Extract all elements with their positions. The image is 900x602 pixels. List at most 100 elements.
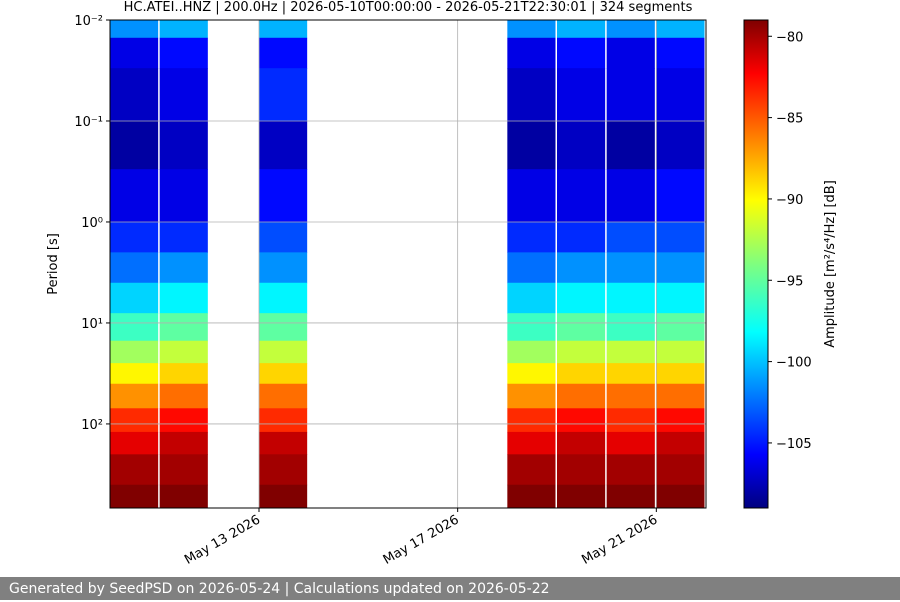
cell: [606, 431, 655, 455]
colorbar-label: Amplitude [m²/s⁴/Hz] [dB]: [823, 180, 838, 348]
cell: [259, 282, 308, 314]
cell: [656, 37, 705, 69]
cell: [259, 120, 308, 170]
cell: [507, 282, 556, 314]
cell: [259, 252, 308, 284]
cell: [159, 20, 208, 39]
cell: [507, 68, 556, 122]
cell: [110, 383, 159, 409]
cell: [557, 221, 606, 253]
cell: [259, 383, 308, 409]
cell: [259, 169, 308, 223]
cell: [159, 484, 208, 509]
cell: [110, 282, 159, 314]
cell: [606, 408, 655, 433]
cell: [606, 120, 655, 170]
cell: [259, 68, 308, 122]
y-axis-label: Period [s]: [46, 233, 61, 295]
cell: [656, 454, 705, 486]
cell: [110, 221, 159, 253]
cell: [110, 484, 159, 509]
cell: [110, 313, 159, 342]
cell: [656, 282, 705, 314]
cell: [557, 120, 606, 170]
cell: [656, 68, 705, 122]
y-tick-label: 10¹: [81, 317, 103, 332]
cell: [507, 340, 556, 364]
cell: [606, 383, 655, 409]
cell: [656, 383, 705, 409]
colorbar-tick-label: −105: [776, 437, 812, 452]
cell: [557, 282, 606, 314]
colorbar-tick-label: −85: [776, 112, 803, 127]
cell: [507, 313, 556, 342]
cell: [159, 408, 208, 433]
cell: [656, 408, 705, 433]
cell: [656, 340, 705, 364]
cell: [159, 282, 208, 314]
cell: [159, 454, 208, 486]
cell: [656, 252, 705, 284]
y-tick-label: 10⁻¹: [74, 115, 103, 130]
cell: [557, 313, 606, 342]
cell: [606, 340, 655, 364]
cell: [110, 252, 159, 284]
x-tick-label: May 13 2026: [182, 512, 263, 567]
cell: [606, 20, 655, 39]
cell: [557, 20, 606, 39]
cell: [259, 313, 308, 342]
colorbar-tick-label: −95: [776, 274, 803, 289]
cell: [507, 431, 556, 455]
cell: [259, 454, 308, 486]
cell: [159, 313, 208, 342]
cell: [606, 282, 655, 314]
cell: [159, 383, 208, 409]
cell: [159, 37, 208, 69]
cell: [656, 313, 705, 342]
cell: [507, 221, 556, 253]
colorbar-tick-label: −90: [776, 193, 803, 208]
cell: [656, 484, 705, 509]
cell: [259, 408, 308, 433]
cell: [507, 37, 556, 69]
cell: [507, 363, 556, 385]
cell: [557, 431, 606, 455]
cell: [656, 169, 705, 223]
cell: [606, 169, 655, 223]
cell: [110, 431, 159, 455]
cell: [656, 363, 705, 385]
cell: [557, 383, 606, 409]
y-tick-label: 10⁰: [81, 216, 103, 231]
cell: [110, 169, 159, 223]
cell: [507, 454, 556, 486]
cell: [507, 20, 556, 39]
cell: [159, 363, 208, 385]
cell: [656, 431, 705, 455]
cell: [557, 408, 606, 433]
cell: [159, 169, 208, 223]
cell: [110, 454, 159, 486]
cell: [557, 68, 606, 122]
cell: [606, 37, 655, 69]
cell: [259, 37, 308, 69]
colorbar: [743, 19, 769, 509]
cell: [557, 37, 606, 69]
cell: [507, 252, 556, 284]
cell: [110, 408, 159, 433]
colorbar-tick-label: −80: [776, 30, 803, 45]
cell: [606, 221, 655, 253]
cell: [557, 454, 606, 486]
cell: [606, 252, 655, 284]
cell: [507, 383, 556, 409]
colorbar-tick-label: −100: [776, 356, 812, 371]
cell: [557, 340, 606, 364]
cell: [606, 313, 655, 342]
cell: [259, 20, 308, 39]
cell: [656, 120, 705, 170]
cell: [259, 484, 308, 509]
cell: [606, 363, 655, 385]
cell: [110, 37, 159, 69]
cell: [159, 431, 208, 455]
cell: [159, 221, 208, 253]
